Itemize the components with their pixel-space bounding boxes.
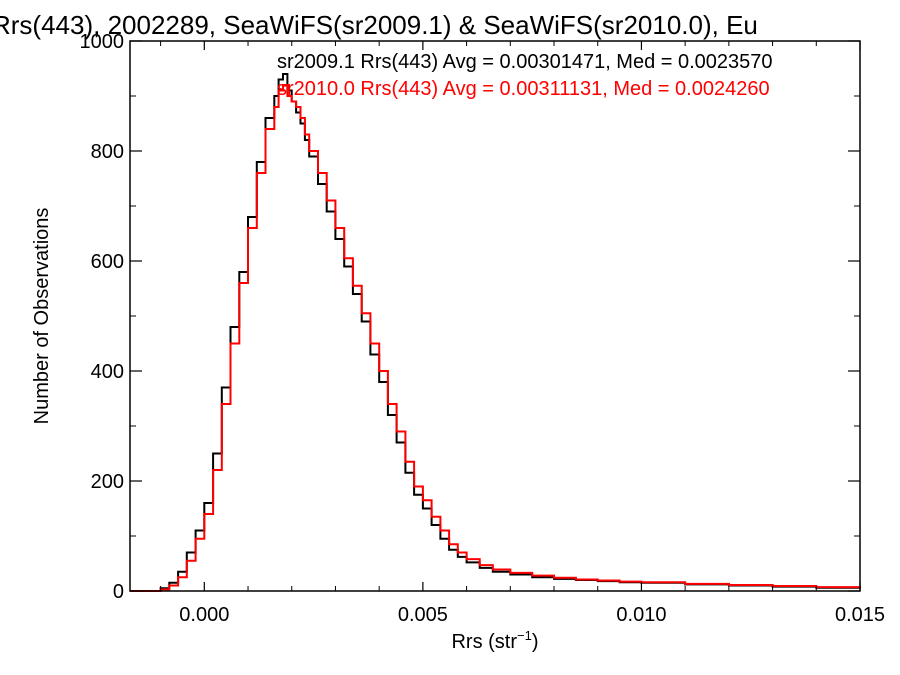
stats-annotation-1: sr2009.1 Rrs(443) Avg = 0.00301471, Med … xyxy=(277,51,773,73)
chart-title: Rrs(443), 2002289, SeaWiFS(sr2009.1) & S… xyxy=(0,10,758,40)
y-tick-label: 200 xyxy=(91,471,124,493)
y-tick-label: 0 xyxy=(113,581,124,603)
x-axis-label-main: Rrs (str xyxy=(451,631,517,653)
y-tick-label: 400 xyxy=(91,361,124,383)
x-axis-label-superscript: −1 xyxy=(517,628,532,643)
x-tick-label: 0.005 xyxy=(398,604,448,626)
ticks-layer: 0.000 0.005 0.010 0.015 0 200 400 600 800 1000 xyxy=(80,31,886,626)
y-tick-label: 1000 xyxy=(80,31,125,53)
series-line-2 xyxy=(130,84,861,592)
x-tick-label: 0.000 xyxy=(179,604,229,626)
stats-annotation-2: sr2010.0 Rrs(443) Avg = 0.00311131, Med … xyxy=(277,78,770,100)
y-tick-label: 600 xyxy=(91,251,124,273)
series-layer xyxy=(130,73,861,592)
plot-area: 0.000 0.005 0.010 0.015 0 200 400 600 800 1000 sr… xyxy=(80,31,886,626)
x-axis-label: Rrs (str−1) xyxy=(451,628,538,653)
y-tick-label: 800 xyxy=(91,141,124,163)
x-tick-label: 0.015 xyxy=(835,604,885,626)
annotation-layer: sr2009.1 Rrs(443) Avg = 0.00301471, Med … xyxy=(277,51,773,100)
x-axis-label-close: ) xyxy=(532,631,539,653)
x-tick-label: 0.010 xyxy=(616,604,666,626)
y-axis-label: Number of Observations xyxy=(31,208,53,425)
